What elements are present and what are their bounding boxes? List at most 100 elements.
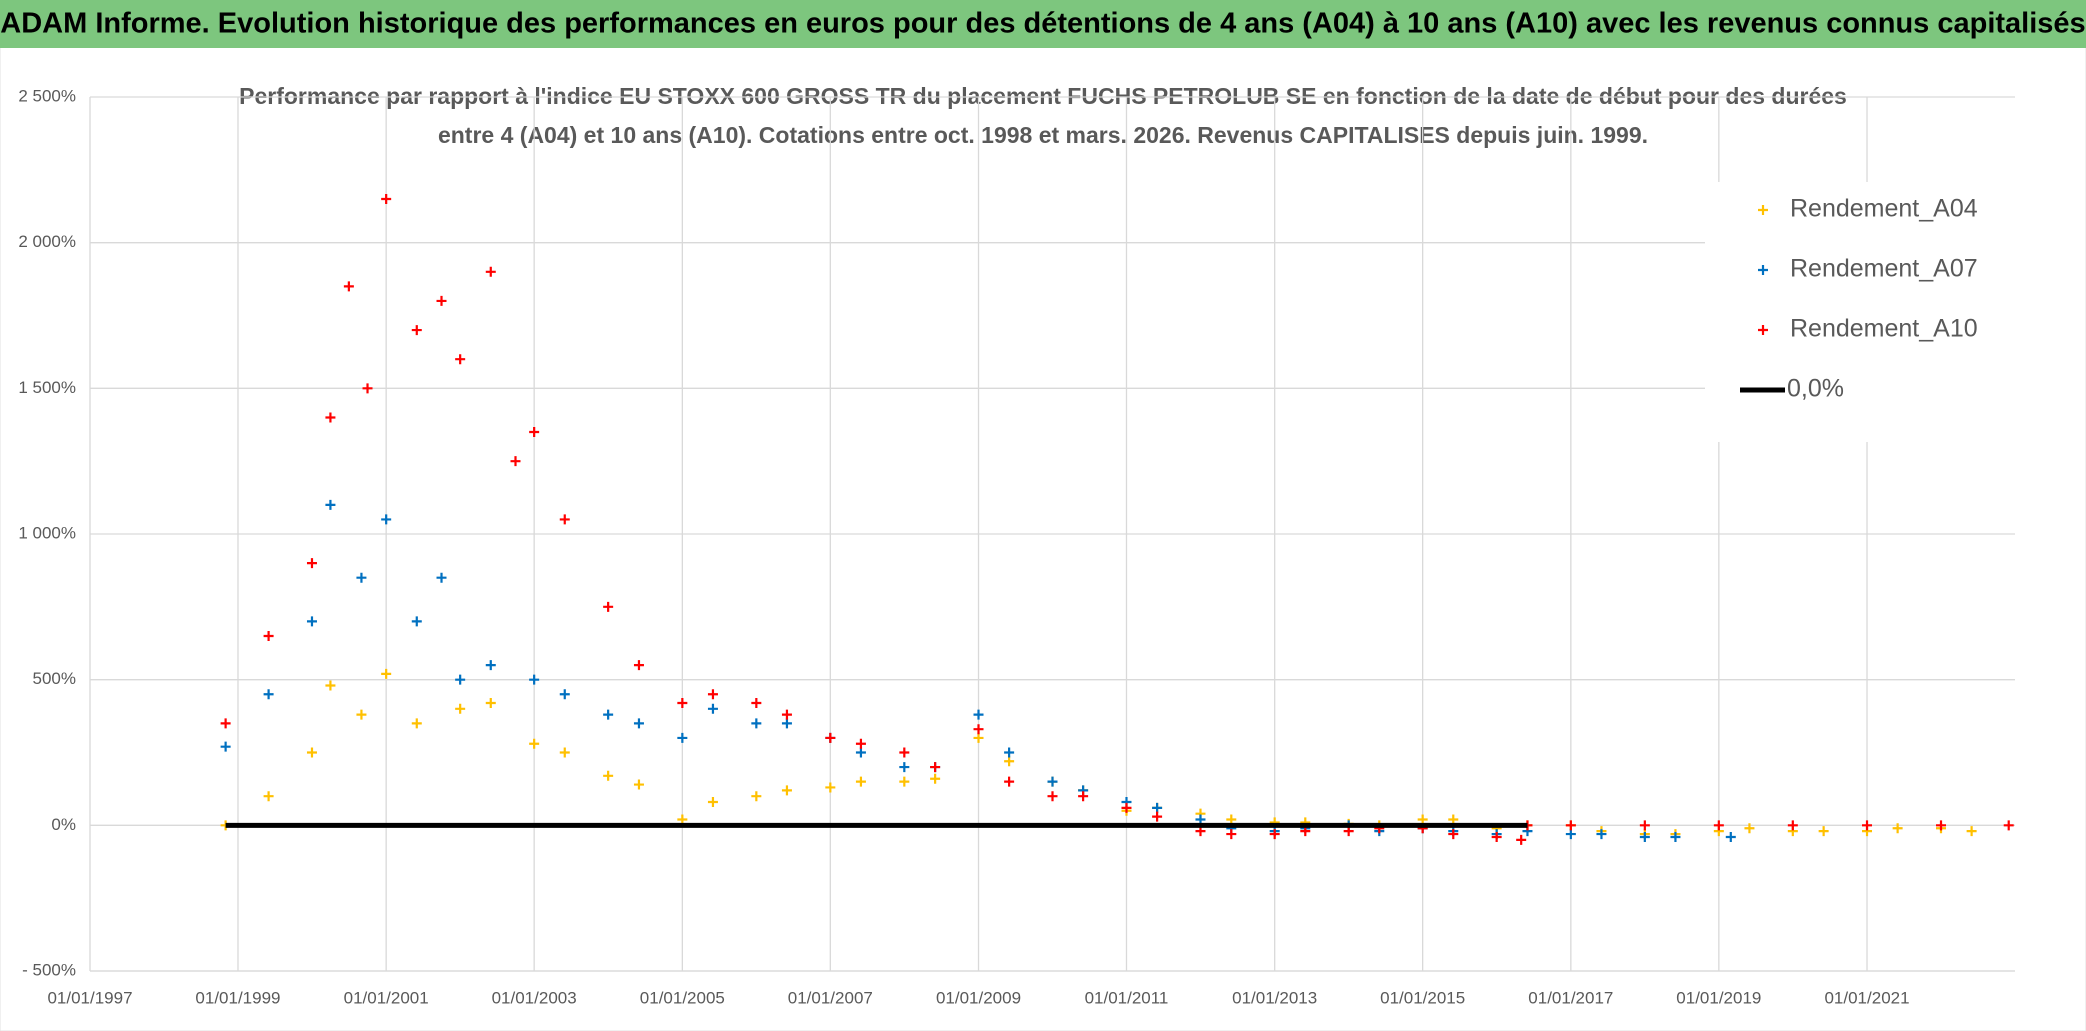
point bbox=[325, 680, 336, 691]
y-tick-label: 2 000% bbox=[18, 232, 76, 251]
point bbox=[781, 718, 792, 729]
point bbox=[263, 630, 274, 641]
point bbox=[1892, 823, 1903, 834]
point bbox=[485, 266, 496, 277]
point bbox=[325, 412, 336, 423]
point bbox=[559, 689, 570, 700]
point bbox=[1152, 811, 1163, 822]
point bbox=[633, 660, 644, 671]
legend-label: Rendement_A10 bbox=[1790, 315, 1978, 343]
point bbox=[529, 427, 540, 438]
legend-marker bbox=[1758, 325, 1768, 335]
point bbox=[707, 689, 718, 700]
point bbox=[343, 281, 354, 292]
point bbox=[1725, 831, 1736, 842]
point bbox=[559, 747, 570, 758]
point bbox=[751, 697, 762, 708]
point bbox=[1004, 747, 1015, 758]
point bbox=[899, 762, 910, 773]
legend-marker bbox=[1758, 205, 1768, 215]
point bbox=[751, 718, 762, 729]
point bbox=[362, 383, 373, 394]
point bbox=[529, 674, 540, 685]
point bbox=[411, 325, 422, 336]
point bbox=[825, 732, 836, 743]
point bbox=[781, 785, 792, 796]
point bbox=[381, 514, 392, 525]
point bbox=[973, 732, 984, 743]
point bbox=[1936, 820, 1947, 831]
point bbox=[455, 354, 466, 365]
x-tick-label: 01/01/1999 bbox=[195, 988, 280, 1007]
legend-label: 0,0% bbox=[1787, 375, 1844, 403]
point bbox=[1121, 802, 1132, 813]
point bbox=[1078, 791, 1089, 802]
point bbox=[510, 456, 521, 467]
x-tick-label: 01/01/2005 bbox=[640, 988, 725, 1007]
point bbox=[325, 499, 336, 510]
point bbox=[1152, 802, 1163, 813]
point bbox=[220, 718, 231, 729]
point bbox=[899, 747, 910, 758]
chart-title: Performance par rapport à l'indice EU ST… bbox=[239, 83, 1847, 109]
point bbox=[1966, 826, 1977, 837]
point bbox=[707, 797, 718, 808]
point bbox=[751, 791, 762, 802]
point bbox=[381, 668, 392, 679]
point bbox=[1862, 820, 1873, 831]
legend-marker bbox=[1758, 265, 1768, 275]
x-tick-label: 01/01/2009 bbox=[936, 988, 1021, 1007]
point bbox=[973, 724, 984, 735]
legend-label: Rendement_A07 bbox=[1790, 255, 1978, 283]
point bbox=[485, 660, 496, 671]
y-tick-label: 0% bbox=[51, 815, 76, 834]
point bbox=[263, 689, 274, 700]
legend-label: Rendement_A04 bbox=[1790, 195, 1978, 223]
point bbox=[1004, 756, 1015, 767]
x-tick-label: 01/01/1997 bbox=[47, 988, 132, 1007]
point bbox=[603, 601, 614, 612]
point bbox=[356, 709, 367, 720]
point bbox=[455, 703, 466, 714]
point bbox=[930, 773, 941, 784]
header: ADAM Informe. Evolution historique des p… bbox=[0, 8, 2085, 40]
point bbox=[356, 572, 367, 583]
point bbox=[930, 762, 941, 773]
point bbox=[1639, 820, 1650, 831]
point bbox=[1565, 829, 1576, 840]
point bbox=[677, 697, 688, 708]
point bbox=[1226, 829, 1237, 840]
point bbox=[855, 776, 866, 787]
x-tick-label: 01/01/2011 bbox=[1085, 988, 1169, 1007]
y-tick-label: 1 000% bbox=[18, 523, 76, 542]
y-tick-label: 1 500% bbox=[18, 378, 76, 397]
point bbox=[529, 738, 540, 749]
point bbox=[306, 747, 317, 758]
point bbox=[899, 776, 910, 787]
x-tick-label: 01/01/2019 bbox=[1676, 988, 1761, 1007]
point bbox=[436, 295, 447, 306]
x-tick-label: 01/01/2001 bbox=[344, 988, 429, 1007]
point bbox=[1818, 826, 1829, 837]
point bbox=[633, 779, 644, 790]
x-tick-label: 01/01/2013 bbox=[1232, 988, 1317, 1007]
point bbox=[1047, 791, 1058, 802]
x-tick-label: 01/01/2021 bbox=[1824, 988, 1909, 1007]
point bbox=[1596, 829, 1607, 840]
point bbox=[1004, 776, 1015, 787]
point bbox=[1787, 820, 1798, 831]
point bbox=[707, 703, 718, 714]
point bbox=[781, 709, 792, 720]
point bbox=[263, 791, 274, 802]
legend-box bbox=[1705, 182, 2015, 442]
point bbox=[1491, 831, 1502, 842]
x-tick-label: 01/01/2017 bbox=[1528, 988, 1613, 1007]
point bbox=[1269, 829, 1280, 840]
header-band bbox=[0, 0, 2086, 48]
point bbox=[455, 674, 466, 685]
point bbox=[825, 782, 836, 793]
y-tick-label: - 500% bbox=[22, 960, 76, 979]
point bbox=[855, 747, 866, 758]
